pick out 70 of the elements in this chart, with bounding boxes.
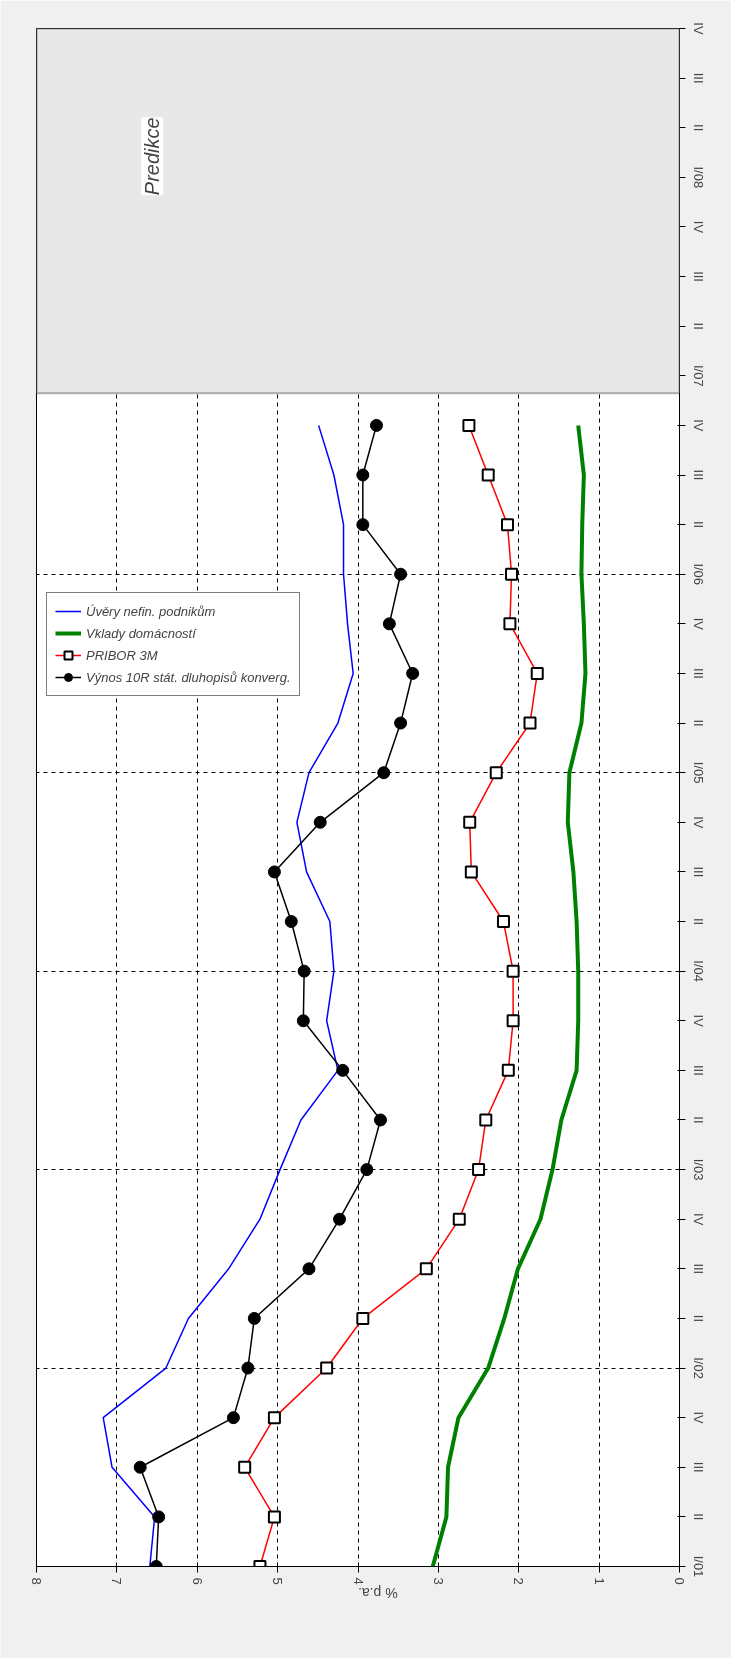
point — [297, 964, 311, 978]
y-tick-label: III — [690, 1461, 706, 1473]
point — [226, 1411, 240, 1425]
legend-label: Vklady domácností — [86, 625, 196, 641]
legend-label: Úvěry nefin. podnikům — [86, 603, 216, 619]
x-axis-title: % p.a. — [357, 1584, 398, 1601]
x-tick-label: 2 — [511, 1577, 527, 1585]
legend-label: PRIBOR 3M — [86, 647, 158, 663]
y-tick-label: III — [690, 866, 706, 878]
y-tick-label: II — [690, 1513, 706, 1521]
y-tick-label: I/07 — [690, 364, 706, 387]
y-tick-label: IV — [690, 220, 706, 234]
y-tick-label: IV — [690, 1411, 706, 1425]
point — [152, 1510, 166, 1524]
point — [394, 716, 408, 730]
x-tick-label: 4 — [350, 1577, 366, 1585]
x-tick-label: 0 — [672, 1577, 687, 1585]
x-tick-label: 5 — [270, 1577, 286, 1585]
point — [241, 1361, 255, 1375]
point — [356, 468, 370, 482]
legend-label: Výnos 10R stát. dluhopisů konverg. — [86, 669, 291, 685]
y-tick-label: I/02 — [690, 1357, 706, 1379]
y-tick-label: I/06 — [690, 563, 706, 586]
point — [406, 666, 420, 680]
point — [394, 567, 408, 581]
y-tick-label: I/08 — [690, 166, 706, 189]
y-tick-label: III — [690, 469, 706, 481]
point — [296, 1014, 310, 1028]
x-tick-label: 6 — [189, 1577, 205, 1585]
y-tick-label: IV — [690, 816, 706, 829]
point — [247, 1311, 261, 1325]
y-tick-label: II — [690, 1116, 706, 1124]
point — [382, 617, 396, 631]
x-tick-label: 7 — [109, 1577, 125, 1585]
y-tick-label: III — [690, 1064, 706, 1076]
y-tick-label: II — [690, 917, 706, 926]
y-tick-label: IV — [690, 22, 706, 35]
point — [356, 518, 370, 532]
point — [336, 1063, 350, 1077]
x-tick-label: 1 — [591, 1577, 607, 1585]
y-tick-label: III — [690, 271, 706, 282]
point — [360, 1163, 374, 1177]
point — [302, 1262, 316, 1276]
y-tick-label: II — [690, 719, 706, 727]
x-tick-label: 8 — [29, 1577, 44, 1585]
y-tick-label: II — [690, 1314, 706, 1323]
point — [284, 915, 298, 929]
y-tick-label: II — [690, 124, 706, 132]
y-tick-label: IV — [690, 1014, 706, 1028]
y-tick-label: II — [690, 322, 706, 330]
y-tick-label: IV — [690, 1213, 706, 1226]
y-tick-label: IV — [690, 419, 706, 432]
y-tick-label: I/05 — [690, 761, 706, 784]
point — [333, 1212, 347, 1226]
point — [267, 865, 281, 879]
y-tick-label: I/01 — [690, 1555, 706, 1578]
y-tick-label: II — [690, 521, 706, 529]
point — [374, 1113, 388, 1127]
x-tick-label: 3 — [430, 1577, 446, 1585]
point — [133, 1460, 147, 1474]
y-tick-label: I/04 — [690, 960, 706, 982]
point — [313, 815, 327, 829]
point — [369, 418, 383, 432]
y-tick-label: III — [690, 1263, 706, 1275]
y-tick-label: III — [690, 668, 706, 679]
y-tick-label: III — [690, 72, 706, 84]
y-tick-label: IV — [690, 617, 706, 631]
y-tick-label: I/03 — [690, 1158, 706, 1181]
point — [377, 766, 391, 780]
band-label: Predikce — [141, 117, 164, 196]
